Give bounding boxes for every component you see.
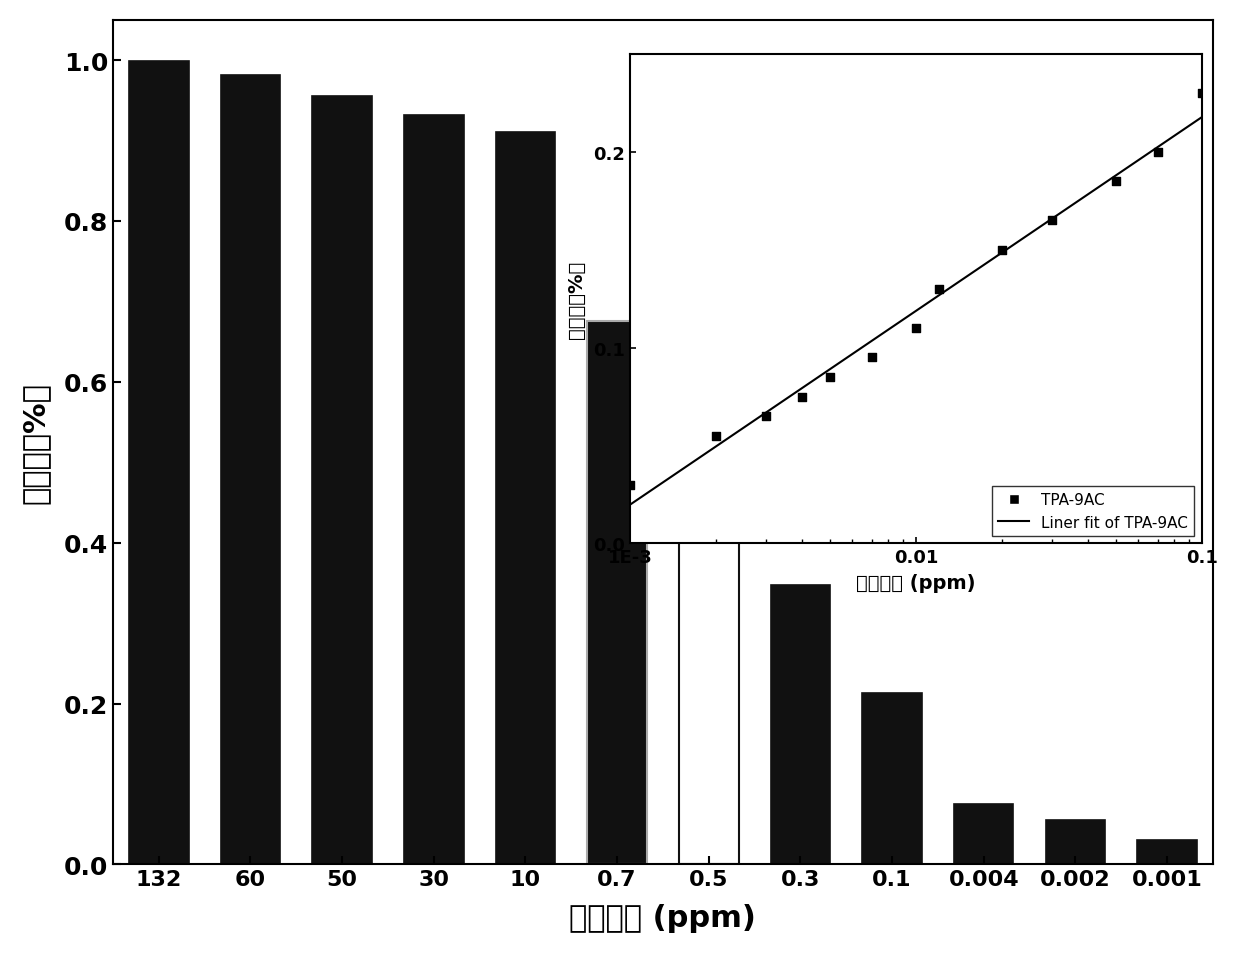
Bar [1045,821,1105,864]
Bar [129,62,188,864]
Bar [221,75,280,864]
Bar [496,133,556,864]
Bar [862,694,921,864]
Bar [588,321,647,864]
Bar [954,804,1013,864]
Bar [312,97,372,864]
Bar [1137,841,1197,864]
Bar [770,586,830,864]
X-axis label: 气体浓度 (ppm): 气体浓度 (ppm) [569,903,756,932]
Y-axis label: 淡灬率（%）: 淡灬率（%） [21,382,50,503]
Bar [680,460,739,864]
Bar [404,115,464,864]
